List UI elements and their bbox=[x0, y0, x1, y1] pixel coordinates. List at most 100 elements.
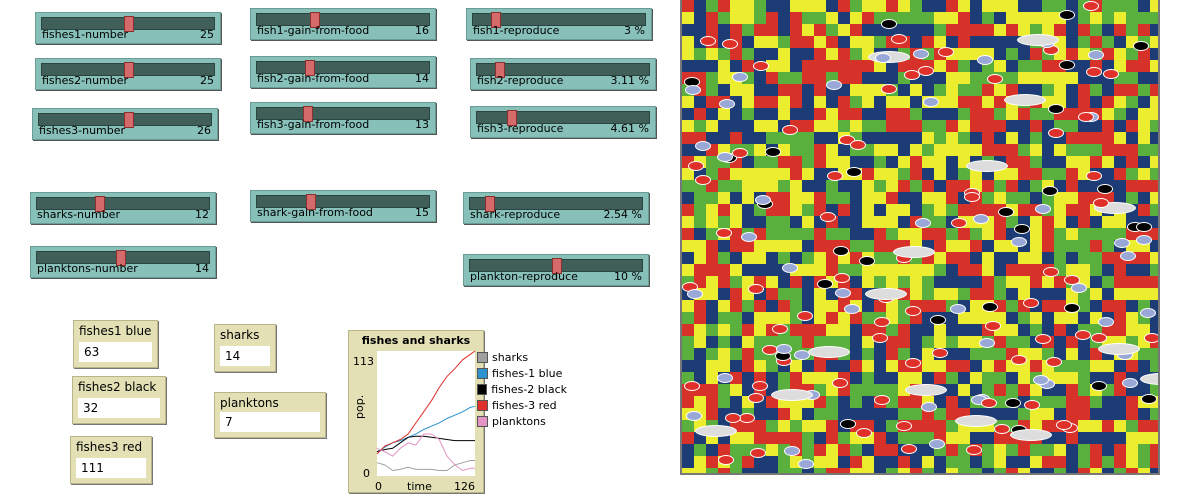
fish-turtle bbox=[844, 304, 860, 314]
slider-track[interactable] bbox=[38, 112, 212, 128]
world-view[interactable] bbox=[680, 0, 1160, 475]
fish-turtle bbox=[688, 161, 704, 171]
slider-track[interactable] bbox=[472, 12, 646, 28]
fish-turtle bbox=[994, 424, 1010, 434]
shark-turtle bbox=[1010, 429, 1052, 441]
slider-track[interactable] bbox=[256, 60, 430, 76]
slider-handle[interactable] bbox=[124, 62, 134, 78]
legend-label: fishes-2 black bbox=[491, 382, 567, 396]
slider-fish3-gain-from-food[interactable]: fish3-gain-from-food 13 bbox=[250, 102, 436, 134]
legend-swatch bbox=[477, 415, 488, 427]
fish-turtle bbox=[938, 47, 954, 57]
slider-track[interactable] bbox=[36, 196, 210, 212]
slider-track[interactable] bbox=[469, 258, 643, 274]
fish-turtle bbox=[1136, 222, 1152, 232]
slider-handle[interactable] bbox=[491, 12, 502, 28]
fish-turtle bbox=[1059, 10, 1075, 20]
slider-shark-reproduce[interactable]: shark-reproduce 2.54 % bbox=[463, 192, 649, 224]
fish-turtle bbox=[905, 306, 921, 316]
slider-track[interactable] bbox=[36, 250, 210, 266]
fish-turtle bbox=[1056, 420, 1072, 430]
fish-turtle bbox=[1114, 238, 1130, 248]
fish-turtle bbox=[1064, 303, 1080, 313]
fish-turtle bbox=[765, 147, 781, 157]
fish-turtle bbox=[748, 284, 764, 294]
shark-turtle bbox=[966, 160, 1008, 172]
fish-turtle bbox=[1011, 237, 1027, 247]
slider-fish2-reproduce[interactable]: fish2-reproduce 3.11 % bbox=[470, 58, 656, 90]
fish-turtle bbox=[1071, 283, 1087, 293]
slider-fish2-gain-from-food[interactable]: fish2-gain-from-food 14 bbox=[250, 56, 436, 88]
slider-planktons-number[interactable]: planktons-number 14 bbox=[30, 246, 216, 278]
fish-turtle bbox=[782, 263, 798, 273]
slider-fish3-reproduce[interactable]: fish3-reproduce 4.61 % bbox=[470, 106, 656, 138]
fish-turtle bbox=[1088, 50, 1104, 60]
fish-turtle bbox=[1048, 128, 1064, 138]
slider-label: fishes3-number bbox=[39, 124, 126, 137]
fish-turtle bbox=[881, 84, 897, 94]
slider-handle[interactable] bbox=[302, 106, 313, 122]
slider-fish1-gain-from-food[interactable]: fish1-gain-from-food 16 bbox=[250, 8, 436, 40]
fish-turtle bbox=[820, 212, 836, 222]
fish-turtle bbox=[685, 85, 701, 95]
fish-turtle bbox=[918, 66, 934, 76]
slider-fish1-reproduce[interactable]: fish1-reproduce 3 % bbox=[466, 8, 652, 40]
shark-turtle bbox=[771, 389, 813, 401]
fish-turtle bbox=[835, 288, 851, 298]
monitor-fishes1-blue: fishes1 blue 63 bbox=[73, 320, 158, 368]
slider-track[interactable] bbox=[41, 16, 215, 32]
slider-track[interactable] bbox=[256, 12, 430, 28]
slider-fishes3-number[interactable]: fishes3-number 26 bbox=[32, 108, 218, 140]
fish-turtle bbox=[753, 61, 769, 71]
fish-turtle bbox=[772, 324, 788, 334]
slider-label: fish1-reproduce bbox=[473, 24, 560, 37]
fish-turtle bbox=[930, 315, 946, 325]
slider-handle[interactable] bbox=[94, 196, 105, 212]
slider-handle[interactable] bbox=[304, 60, 315, 76]
slider-value: 16 bbox=[415, 24, 429, 37]
fish-turtle bbox=[732, 148, 748, 158]
fish-turtle bbox=[1141, 394, 1157, 404]
slider-handle[interactable] bbox=[484, 196, 495, 212]
fish-turtle bbox=[1098, 317, 1114, 327]
fish-turtle bbox=[832, 378, 848, 388]
slider-handle[interactable] bbox=[495, 62, 506, 78]
slider-handle[interactable] bbox=[309, 12, 320, 28]
fish-turtle bbox=[794, 350, 810, 360]
slider-track[interactable] bbox=[256, 194, 430, 210]
slider-track[interactable] bbox=[476, 62, 650, 78]
fish-turtle bbox=[695, 175, 711, 185]
legend-entry: sharks bbox=[477, 349, 567, 365]
slider-plankton-reproduce[interactable]: plankton-reproduce 10 % bbox=[463, 254, 649, 286]
slider-track[interactable] bbox=[476, 110, 650, 126]
legend-swatch bbox=[477, 383, 488, 395]
slider-handle[interactable] bbox=[507, 110, 518, 126]
fish-turtle bbox=[1122, 378, 1138, 388]
fish-turtle bbox=[687, 289, 703, 299]
slider-shark-gain-from-food[interactable]: shark-gain-from-food 15 bbox=[250, 190, 436, 222]
slider-handle[interactable] bbox=[306, 194, 317, 210]
slider-value: 25 bbox=[200, 28, 214, 41]
slider-handle[interactable] bbox=[124, 16, 134, 32]
slider-track[interactable] bbox=[41, 62, 215, 78]
slider-label: fishes2-number bbox=[42, 74, 129, 87]
slider-fishes1-number[interactable]: fishes1-number 25 bbox=[35, 12, 221, 44]
slider-track[interactable] bbox=[469, 196, 643, 212]
slider-handle[interactable] bbox=[115, 250, 126, 266]
series-line-fishes-3-red bbox=[376, 350, 476, 455]
legend-entry: fishes-2 black bbox=[477, 381, 567, 397]
slider-label: fish3-gain-from-food bbox=[257, 118, 370, 131]
legend-label: sharks bbox=[492, 350, 529, 364]
slider-track[interactable] bbox=[256, 106, 430, 122]
fish-turtle bbox=[826, 80, 842, 90]
slider-fishes2-number[interactable]: fishes2-number 25 bbox=[35, 58, 221, 90]
x-tick-min: 0 bbox=[375, 480, 382, 493]
slider-value: 14 bbox=[195, 262, 209, 275]
plot-area bbox=[377, 351, 475, 476]
slider-handle[interactable] bbox=[552, 258, 562, 274]
slider-handle[interactable] bbox=[124, 112, 135, 128]
monitor-value: 32 bbox=[78, 398, 160, 418]
slider-value: 2.54 % bbox=[603, 208, 642, 221]
fish-turtle bbox=[1005, 398, 1021, 408]
slider-sharks-number[interactable]: sharks-number 12 bbox=[30, 192, 216, 224]
